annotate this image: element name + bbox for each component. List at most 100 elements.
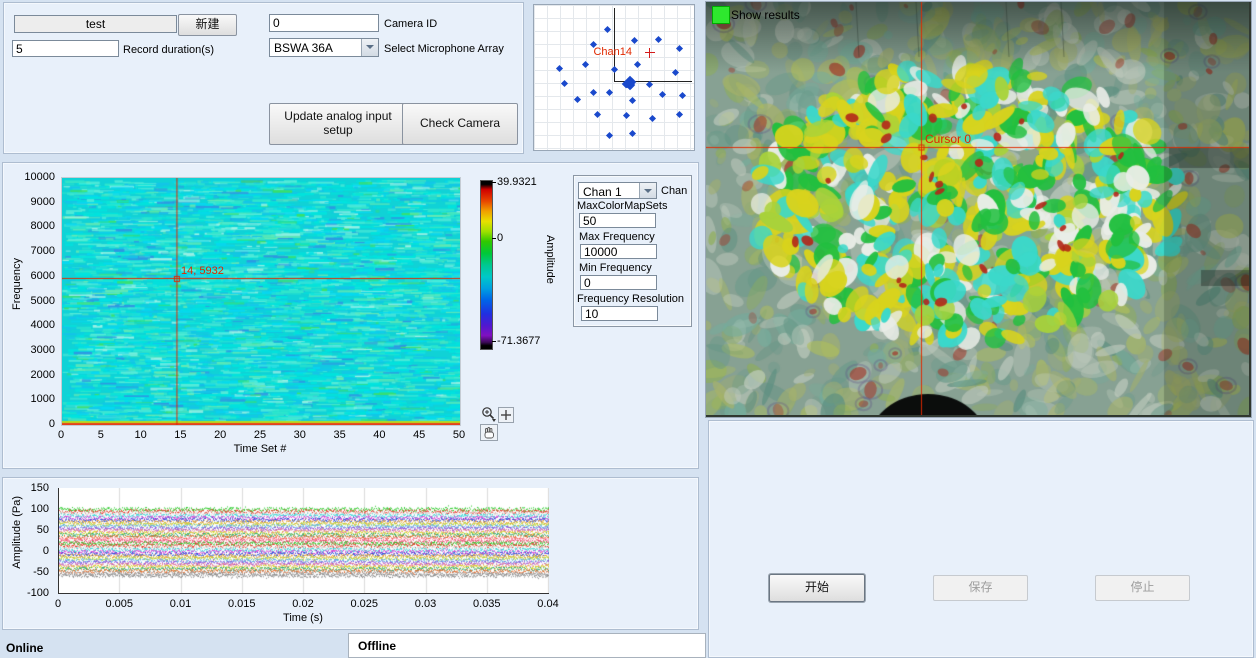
waveform-x-tick-label: 0 <box>54 598 62 610</box>
mic-point <box>679 92 687 100</box>
waveform-y-tick-label: 100 <box>30 503 49 515</box>
waveform-xlabel: Time (s) <box>283 612 323 624</box>
new-session-button[interactable]: 新建 <box>178 14 237 36</box>
record-duration-input[interactable] <box>12 40 119 57</box>
mic-point <box>560 80 569 88</box>
zoom-plus-icon[interactable] <box>498 407 514 423</box>
waveform-x-tick-label: 0.04 <box>537 598 559 610</box>
beamforming-image[interactable] <box>706 2 1249 415</box>
spectrogram-x-tick-label: 45 <box>413 429 426 441</box>
spectrogram-x-tick-label: 20 <box>214 429 227 441</box>
waveform-x-tick-label: 0.01 <box>169 598 192 610</box>
waveform-x-tick-label: 0.035 <box>472 598 501 610</box>
mic-point <box>645 81 653 89</box>
spectrogram-x-tick-label: 15 <box>174 429 187 441</box>
waveform-y-tick-label: -50 <box>33 566 49 578</box>
mic-point <box>671 68 680 76</box>
spectrogram-y-tick-label: 4000 <box>30 319 55 332</box>
spectrogram-y-tick-label: 10000 <box>24 171 55 183</box>
mic-plot-axis-vertical <box>614 7 615 82</box>
camera-id-label: Camera ID <box>384 18 438 30</box>
waveform-graph[interactable] <box>58 488 549 594</box>
record-control-panel: 开始 保存 停止 <box>708 420 1254 658</box>
mic-channel-cursor-label: Chan14 <box>593 46 632 59</box>
stop-button[interactable]: 停止 <box>1095 575 1190 601</box>
mic-point <box>593 111 601 119</box>
spectrogram-y-tick-label: 6000 <box>30 269 55 282</box>
maxcolormapsets-input[interactable] <box>579 213 656 228</box>
mic-point <box>603 25 612 33</box>
spectrogram-y-tick-label: 3000 <box>30 343 55 356</box>
colorbar-min-label: -71.3677 <box>492 335 540 347</box>
spectrogram-x-tick-label: 0 <box>57 429 65 441</box>
spectrogram-x-tick-label: 40 <box>373 429 386 441</box>
spectrogram-y-tick-label: 7000 <box>30 245 55 258</box>
chevron-down-icon[interactable] <box>361 39 378 56</box>
waveform-x-tick-label: 0.005 <box>105 598 134 610</box>
max-frequency-label: Max Frequency <box>579 231 655 243</box>
update-analog-input-button[interactable]: Update analog input setup <box>269 103 407 145</box>
frequency-resolution-label: Frequency Resolution <box>577 293 685 305</box>
save-button[interactable]: 保存 <box>933 575 1028 601</box>
waveform-x-tick-label: 0.02 <box>292 598 314 610</box>
colorbar-max-label: 39.9321 <box>492 176 537 188</box>
show-results-label: Show results <box>731 8 800 22</box>
spectrogram-x-axis-ticks: 0 5 10 15 20 25 30 35 40 45 50 <box>57 427 465 443</box>
mic-array-select[interactable]: BSWA 36A <box>269 38 379 57</box>
pan-hand-icon[interactable] <box>480 424 498 441</box>
offline-status-box: Offline <box>348 633 706 658</box>
camera-cursor-label: Cursor 0 <box>925 132 972 146</box>
channel-value: Chan 1 <box>583 185 622 199</box>
camera-id-input[interactable] <box>269 14 379 32</box>
spectrogram-x-tick-label: 50 <box>452 429 466 441</box>
channel-select[interactable]: Chan 1 <box>578 182 657 199</box>
spectrogram-y-tick-label: 9000 <box>30 195 55 208</box>
colorbar-title: Amplitude <box>544 235 556 284</box>
waveform-y-axis-ticks: 150 100 50 0 -50 -100 <box>17 482 53 599</box>
spectrogram-y-tick-label: 1000 <box>30 393 55 406</box>
mic-point <box>631 36 639 44</box>
min-frequency-input[interactable] <box>580 275 657 290</box>
spectrogram-panel: Frequency 0 1000 2000 3000 4000 5000 6000 7000 8… <box>2 162 699 469</box>
chevron-down-icon[interactable] <box>639 183 656 198</box>
waveform-y-tick-label: 150 <box>30 482 49 494</box>
mic-point <box>611 65 619 73</box>
frequency-resolution-input[interactable] <box>581 306 658 321</box>
mic-point <box>581 60 589 68</box>
mic-array-plot: Chan14 <box>533 4 695 151</box>
mic-point <box>648 115 657 123</box>
mic-point <box>605 132 613 140</box>
spectrogram-x-tick-label: 25 <box>253 429 267 441</box>
session-name-input[interactable] <box>14 15 177 33</box>
check-camera-button[interactable]: Check Camera <box>402 103 518 145</box>
mic-channel-cursor-cross[interactable] <box>645 48 655 59</box>
show-results-checkbox[interactable] <box>712 6 730 24</box>
max-frequency-input[interactable] <box>580 244 657 259</box>
spectrogram-x-tick-label: 35 <box>333 429 346 441</box>
mic-point <box>555 64 564 72</box>
mic-point <box>573 96 581 104</box>
mic-point <box>605 89 613 97</box>
mic-array-label: Select Microphone Array <box>384 43 504 55</box>
setup-panel: 新建 Record duration(s) Camera ID BSWA 36A… <box>3 2 524 154</box>
maxcolormapsets-label: MaxColorMapSets <box>577 200 668 212</box>
mic-point <box>655 35 663 43</box>
record-duration-label: Record duration(s) <box>123 44 215 56</box>
spectrogram-y-tick-label: 8000 <box>30 220 55 233</box>
mic-point <box>628 97 637 105</box>
start-button[interactable]: 开始 <box>769 574 865 602</box>
mic-point <box>623 112 631 120</box>
amplitude-colorbar <box>480 180 493 350</box>
min-frequency-label: Min Frequency <box>579 262 652 274</box>
offline-status-label: Offline <box>358 639 396 653</box>
channel-label: Chan <box>661 185 688 197</box>
spectrogram-graph[interactable] <box>61 177 461 426</box>
spectrogram-y-tick-label: 2000 <box>30 368 55 381</box>
spectrogram-xlabel: Time Set # <box>233 443 287 455</box>
mic-point <box>675 44 684 52</box>
waveform-x-tick-label: 0.025 <box>350 598 379 610</box>
spectrogram-y-axis-ticks: 0 1000 2000 3000 4000 5000 6000 7000 8000 9000 100… <box>17 171 59 430</box>
zoom-tool-icon[interactable] <box>480 406 497 422</box>
waveform-x-axis-ticks: 0 0.005 0.01 0.015 0.02 0.025 0.03 0.035 0.04 <box>54 596 559 610</box>
